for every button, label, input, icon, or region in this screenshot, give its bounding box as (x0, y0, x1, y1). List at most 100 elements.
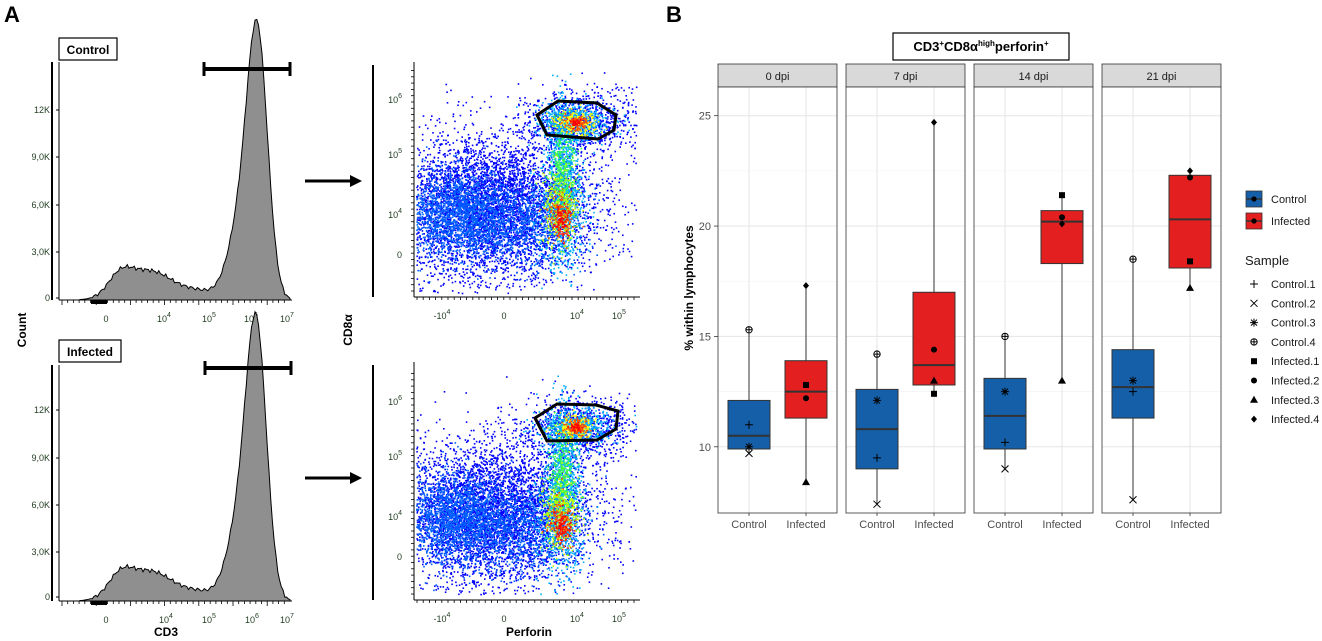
point-control-2 (873, 500, 881, 509)
scatter-y-tick-label: 106 (388, 395, 402, 407)
control-hist-curve (79, 18, 291, 301)
title-part-cd8: CD8α (944, 39, 978, 54)
x-tick-label: Infected (914, 519, 953, 531)
hist-y-tick-label: 3,0K (31, 547, 50, 557)
facet-0-dpi: 0 dpi Control Infected (717, 63, 838, 531)
facet-strip-label: 0 dpi (766, 71, 790, 83)
hist-x-zero-band (91, 300, 107, 304)
facet-strip-label: 21 dpi (1147, 71, 1177, 83)
x-tick-label: Control (987, 519, 1022, 531)
hist-y-tick-label: 6,0K (31, 500, 50, 510)
legend-shape-label: Control.3 (1271, 318, 1316, 330)
scatter-y-tick-label: 105 (388, 450, 402, 462)
hist-y-title: Count (15, 313, 29, 348)
point-control-4 (1001, 332, 1009, 341)
facet-14-dpi: 14 dpi Control Infected (973, 63, 1094, 531)
infected-hist-curve (79, 310, 291, 602)
point-infected-3 (1186, 283, 1194, 291)
scatter-y-tick-label: 104 (388, 510, 402, 522)
point-control-1 (1001, 438, 1009, 447)
legend-fill-label: Control (1271, 194, 1306, 206)
arrow-control (305, 175, 362, 187)
facet-border (1101, 86, 1222, 514)
legend-fill-infected: Infected (1245, 212, 1310, 230)
panel-b-letter: B (666, 2, 682, 27)
point-control-2 (1001, 465, 1009, 473)
scatter-y-title: CD8α (341, 314, 355, 346)
facet-strip-label: 7 dpi (894, 71, 918, 83)
scatter-x-tick-label: 104 (570, 612, 584, 624)
legend-shape-control-1: Control.1 (1250, 279, 1316, 291)
facet-7-dpi: 7 dpi Control Infected (845, 63, 966, 531)
point-control-4 (1129, 255, 1137, 263)
infected-density-plot: 106 105 104 0 -104 0 104 105 (372, 362, 640, 624)
x-tick-label: Control (859, 519, 894, 531)
hist-x-tick-label: 105 (202, 312, 216, 324)
point-control-3 (1129, 376, 1137, 385)
point-infected-2 (803, 395, 809, 402)
box-body (784, 360, 828, 419)
legend-shape-infected-3: Infected.3 (1250, 395, 1319, 407)
title-part-cd3: CD3 (913, 39, 939, 54)
legend-shape-infected-1: Infected.1 (1251, 356, 1319, 368)
legend-fill-label: Infected (1271, 216, 1310, 228)
arrow-infected (305, 472, 362, 484)
point-control-4 (745, 326, 753, 334)
legend-shape-label: Infected.4 (1271, 414, 1319, 426)
point-infected-3 (930, 376, 938, 384)
hist-x-tick-label: 107 (280, 613, 294, 625)
hist-y-tick-label: 9,0K (31, 453, 50, 463)
legend-shape-label: Infected.3 (1271, 395, 1319, 407)
control-label: Control (67, 43, 110, 57)
scatter-x-tick-label: 0 (501, 311, 506, 321)
legend-shape-label: Infected.2 (1271, 376, 1319, 388)
control-label-box (58, 37, 118, 61)
point-infected-1 (1187, 258, 1193, 265)
legend-shape-label: Control.4 (1271, 337, 1316, 349)
facet-strip-label: 14 dpi (1019, 71, 1049, 83)
scatter-y-tick-label: 104 (388, 208, 402, 220)
panel-a: A Control 12K 9,0K 6,0K 3,0K 0 0 104 105 106 107… (4, 2, 640, 639)
infected-density-cloud (416, 375, 638, 596)
y-tick-label: 25 (699, 111, 711, 123)
facet-border (973, 86, 1094, 514)
point-control-3 (873, 396, 881, 405)
scatter-x-tick-label: -104 (434, 309, 451, 321)
control-gate-polygon (535, 99, 618, 141)
point-infected-3 (1058, 376, 1066, 384)
legend-shape-label: Control.2 (1271, 298, 1316, 310)
point-infected-4 (931, 118, 937, 126)
hist-x-zero-band (91, 601, 107, 605)
facet-21-dpi: 21 dpi Control Infected (1101, 63, 1222, 531)
scatter-y-tick-label: 0 (397, 250, 402, 260)
scatter-y-tick-label: 105 (388, 148, 402, 160)
point-infected-2 (1059, 214, 1065, 221)
scatter-x-tick-label: 105 (612, 612, 626, 624)
x-tick-label: Control (1115, 519, 1150, 531)
panel-a-letter: A (4, 2, 20, 27)
infected-hist-x-ticks: 0 104 105 106 107 (61, 601, 294, 625)
hist-y-tick-label: 3,0K (31, 247, 50, 257)
control-hist-y-ticks: 12K 9,0K 6,0K 3,0K 0 (31, 105, 59, 303)
point-infected-1 (1059, 192, 1065, 199)
control-density-cloud (416, 72, 638, 295)
point-infected-2 (1187, 174, 1193, 181)
hist-x-tick-label: 104 (159, 613, 173, 625)
box-infected (784, 285, 828, 483)
facet-panels: 0 dpi Control Infected 7 dpi Control Infected… (717, 63, 1222, 531)
x-tick-label: Infected (1170, 519, 1209, 531)
point-infected-4 (1059, 220, 1065, 228)
legend-shape-label: Control.1 (1271, 279, 1316, 291)
hist-y-tick-label: 6,0K (31, 200, 50, 210)
legend-shape-label: Infected.1 (1271, 356, 1319, 368)
point-control-4 (873, 350, 881, 358)
infected-scatter-x-ticks: -104 0 104 105 (416, 600, 635, 624)
box-control (855, 354, 899, 505)
infected-label-box (58, 339, 122, 363)
legend-shape-title: Sample (1245, 253, 1289, 268)
y-tick-label: 10 (699, 442, 711, 454)
scatter-y-tick-label: 106 (388, 93, 402, 105)
point-control-3 (745, 442, 753, 451)
